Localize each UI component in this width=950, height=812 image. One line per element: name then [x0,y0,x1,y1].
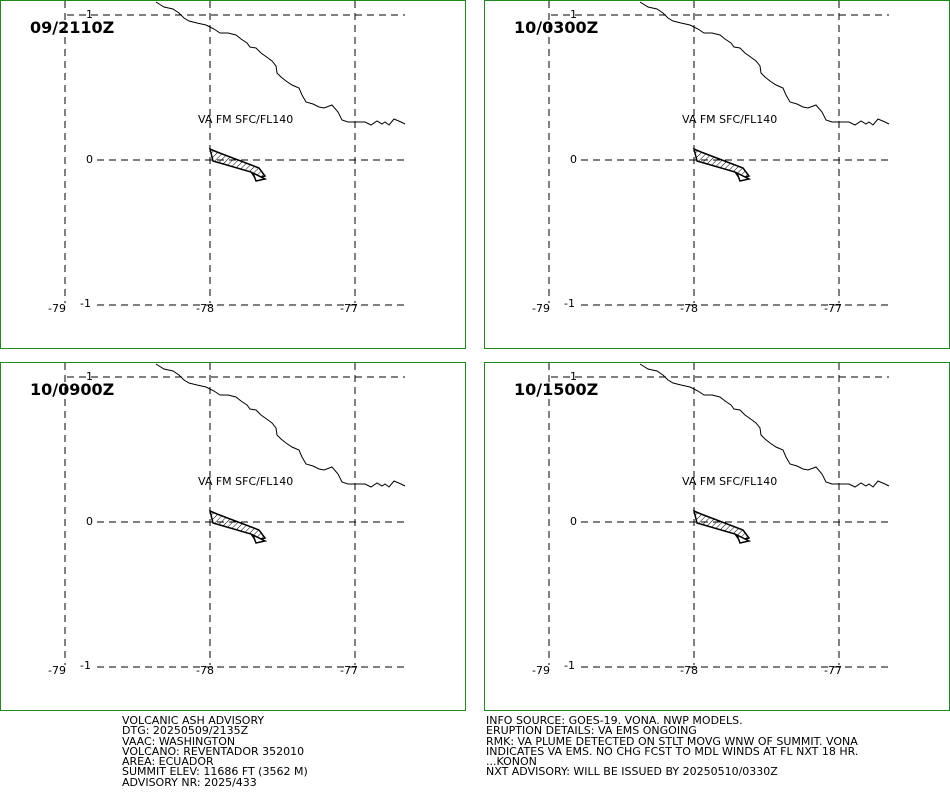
lon-tick-label: -78 [196,302,214,315]
plume-height-label: VA FM SFC/FL140 [682,113,778,126]
lon-tick-label: -79 [532,664,550,677]
lon-tick-label: -78 [196,664,214,677]
map-graphic [64,363,406,668]
advisory-line: VAAC: WASHINGTON [122,734,236,748]
country-border-line [639,1,890,126]
lat-tick-label: 1 [570,8,577,21]
lat-tick-label: -1 [80,659,91,672]
lat-tick-label: -1 [564,297,575,310]
forecast-panel-1: 09/2110Z VA FM SFC/FL140 1 0 -1 -79 -78 … [0,0,466,349]
advisory-line: ...KONON [486,755,537,769]
plume-height-label: VA FM SFC/FL140 [198,113,294,126]
lat-tick-label: 0 [570,515,577,528]
lon-tick-label: -77 [824,302,842,315]
lon-tick-label: -79 [48,302,66,315]
lon-tick-label: -77 [824,664,842,677]
advisory-line: NXT ADVISORY: WILL BE ISSUED BY 20250510… [486,765,778,779]
panel-valid-time: 10/1500Z [514,380,599,399]
lat-tick-label: 1 [86,8,93,21]
advisory-line: AREA: ECUADOR [122,755,214,769]
volcano-marker-triangle [735,533,752,544]
panel-valid-time: 09/2110Z [30,18,115,37]
volcano-marker-triangle [735,171,752,182]
map-graphic [548,1,890,306]
advisory-line: RMK: VA PLUME DETECTED ON STLT MOVG WNW … [486,734,858,748]
forecast-panel-3: 10/0900Z VA FM SFC/FL140 1 0 -1 -79 -78 … [0,362,466,711]
lat-tick-label: 0 [86,153,93,166]
forecast-panel-4: 10/1500Z VA FM SFC/FL140 1 0 -1 -79 -78 … [484,362,950,711]
lat-tick-label: -1 [564,659,575,672]
advisory-line: ERUPTION DETAILS: VA EMS ONGOING [486,724,697,738]
panel-valid-time: 10/0300Z [514,18,599,37]
advisory-line: VOLCANIC ASH ADVISORY [122,714,265,727]
lat-tick-label: 1 [570,370,577,383]
lon-tick-label: -78 [680,664,698,677]
plume-height-label: VA FM SFC/FL140 [682,475,778,488]
lat-tick-label: 1 [86,370,93,383]
advisory-text-left: VOLCANIC ASH ADVISORY DTG: 20250509/2135Z… [122,714,308,789]
lon-tick-label: -79 [532,302,550,315]
country-border-line [155,1,406,126]
volcano-marker-triangle [251,171,268,182]
plume-height-label: VA FM SFC/FL140 [198,475,294,488]
advisory-text-right: INFO SOURCE: GOES-19. VONA. NWP MODELS. E… [486,714,859,779]
volcano-marker-triangle [251,533,268,544]
advisory-line: DTG: 20250509/2135Z [122,724,249,738]
panel-valid-time: 10/0900Z [30,380,115,399]
lon-tick-label: -77 [340,664,358,677]
advisory-line: ADVISORY NR: 2025/433 [122,775,257,789]
forecast-panel-2: 10/0300Z VA FM SFC/FL140 1 0 -1 -79 -78 … [484,0,950,349]
lat-tick-label: 0 [570,153,577,166]
lon-tick-label: -79 [48,664,66,677]
advisory-line: INDICATES VA EMS. NO CHG FCST TO MDL WIN… [486,744,859,758]
country-border-line [639,363,890,488]
advisory-line: VOLCANO: REVENTADOR 352010 [122,744,305,758]
lon-tick-label: -77 [340,302,358,315]
advisory-line: INFO SOURCE: GOES-19. VONA. NWP MODELS. [486,714,743,727]
lon-tick-label: -78 [680,302,698,315]
map-graphic [548,363,890,668]
map-graphic [64,1,406,306]
advisory-line: SUMMIT ELEV: 11686 FT (3562 M) [122,765,308,779]
lat-tick-label: -1 [80,297,91,310]
country-border-line [155,363,406,488]
lat-tick-label: 0 [86,515,93,528]
